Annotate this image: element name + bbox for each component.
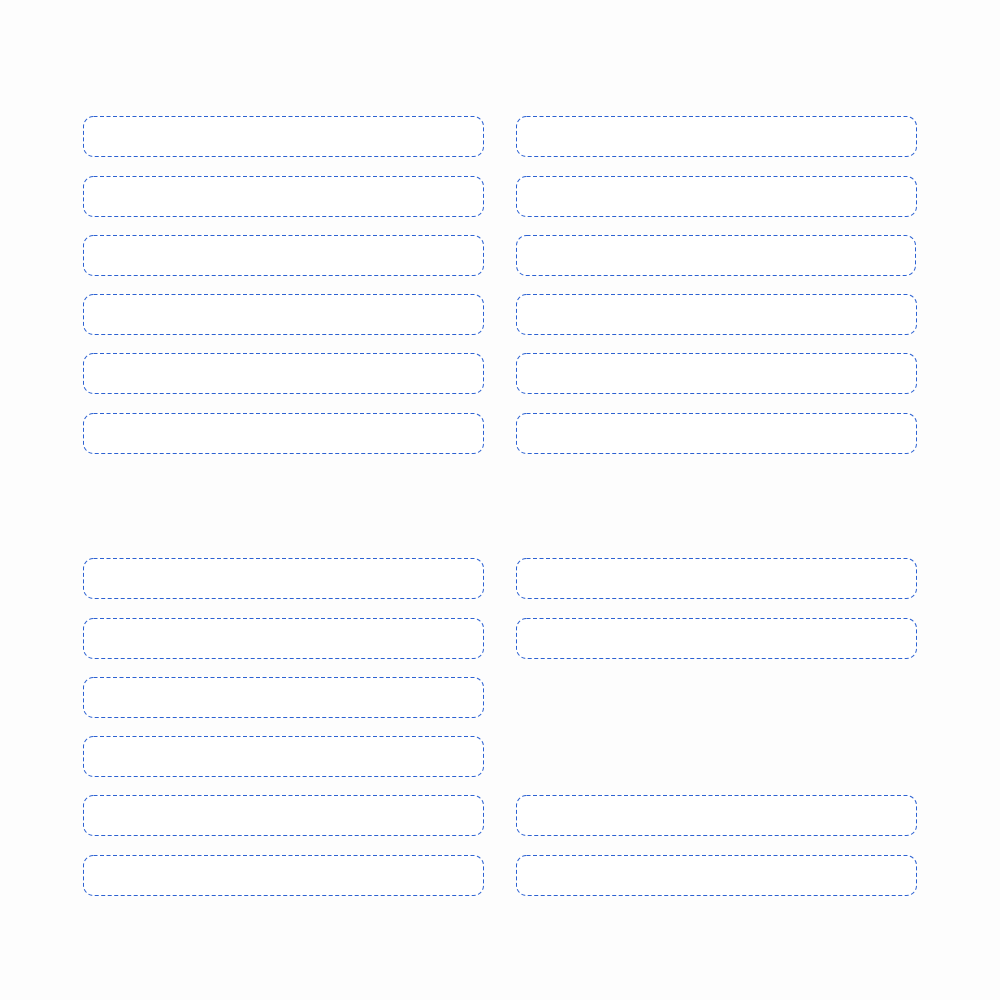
slot[interactable] [83,116,484,157]
slot[interactable] [83,294,484,335]
slot[interactable] [516,558,917,599]
slot[interactable] [516,795,917,836]
slot[interactable] [83,855,484,896]
group-bottom [83,558,917,896]
slot[interactable] [516,855,917,896]
slot[interactable] [83,795,484,836]
slot[interactable] [83,618,484,659]
slot[interactable] [516,176,917,217]
slot[interactable] [516,618,917,659]
slot[interactable] [83,558,484,599]
slot[interactable] [83,677,484,718]
slot[interactable] [83,176,484,217]
slot[interactable] [516,413,917,454]
slot[interactable] [516,353,917,394]
slot[interactable] [516,235,916,276]
slot[interactable] [516,294,917,335]
group-top [83,116,917,454]
slot[interactable] [83,235,484,276]
slot[interactable] [516,116,917,157]
slot[interactable] [83,353,484,394]
slot[interactable] [83,736,484,777]
slot[interactable] [83,413,484,454]
